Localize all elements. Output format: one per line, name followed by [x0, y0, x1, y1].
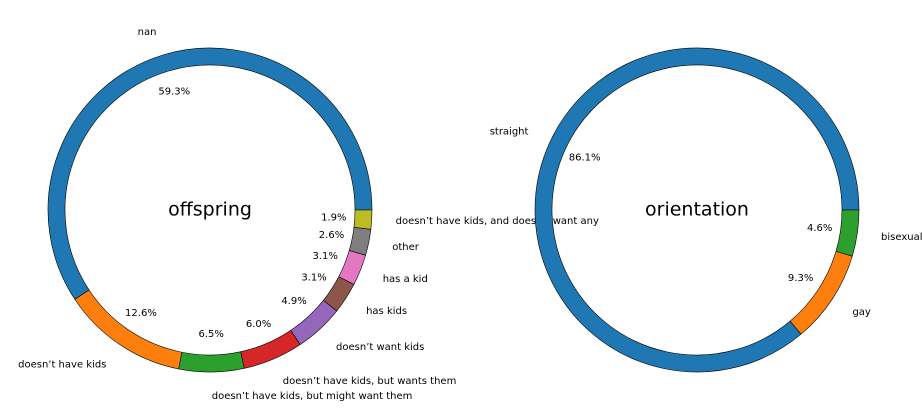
slice-percent-doesnt-have-kids-and-doesnt-want-any: 1.9% — [321, 212, 346, 223]
slice-label-nan: nan — [138, 27, 157, 38]
slice-label-bisexual: bisexual — [881, 232, 922, 243]
slice-label-has-a-kid: has a kid — [383, 274, 428, 285]
offspring-donut-chart: offspring nan 59.3% doesn’t have kids 12.6%… — [18, 27, 599, 402]
slice-percent-has-a-kid: 3.1% — [312, 251, 337, 262]
slice-percent-gay: 9.3% — [788, 273, 813, 284]
slice-other — [348, 226, 372, 256]
slice-percent-doesnt-have-kids: 12.6% — [125, 308, 157, 319]
slice-label-doesnt-have-kids: doesn’t have kids — [18, 359, 106, 370]
slice-gay — [789, 250, 853, 335]
slice-doesnt-have-kids-but-might-want-them — [178, 351, 245, 373]
slice-doesnt-have-kids-but-wants-them — [240, 330, 301, 369]
slice-doesnt-have-kids-and-doesnt-want-any — [353, 209, 373, 230]
slice-straight — [534, 47, 860, 373]
slice-label-doesnt-want-kids: doesn’t want kids — [336, 342, 424, 353]
slice-percent-has-kids: 3.1% — [301, 272, 326, 283]
slice-label-doesnt-have-kids-but-wants-them: doesn’t have kids, but wants them — [283, 376, 457, 387]
slice-percent-bisexual: 4.6% — [807, 223, 832, 234]
slice-percent-doesnt-have-kids-but-might-want-them: 6.5% — [198, 329, 223, 340]
slice-percent-doesnt-want-kids: 4.9% — [281, 296, 306, 307]
slice-percent-doesnt-have-kids-but-wants-them: 6.0% — [246, 319, 271, 330]
slice-label-has-kids: has kids — [366, 306, 407, 317]
slice-bisexual — [835, 209, 860, 257]
slice-label-other: other — [392, 242, 420, 253]
orientation-donut-chart: orientation straight 86.1% gay 9.3% bisexual… — [490, 47, 922, 373]
orientation-chart-title: orientation — [645, 199, 749, 221]
slice-label-doesnt-have-kids-and-doesnt-want-any: doesn’t have kids, and doesn’t want any — [396, 216, 599, 227]
slice-label-straight: straight — [490, 126, 529, 137]
slice-percent-other: 2.6% — [319, 230, 344, 241]
slice-label-doesnt-have-kids-but-might-want-them: doesn’t have kids, but might want them — [212, 391, 413, 402]
offspring-chart-title: offspring — [168, 199, 252, 221]
slice-doesnt-have-kids — [74, 289, 183, 370]
slice-nan — [47, 47, 373, 300]
slice-label-gay: gay — [852, 307, 870, 318]
slice-percent-straight: 86.1% — [569, 153, 601, 164]
slice-percent-nan: 59.3% — [158, 86, 190, 97]
